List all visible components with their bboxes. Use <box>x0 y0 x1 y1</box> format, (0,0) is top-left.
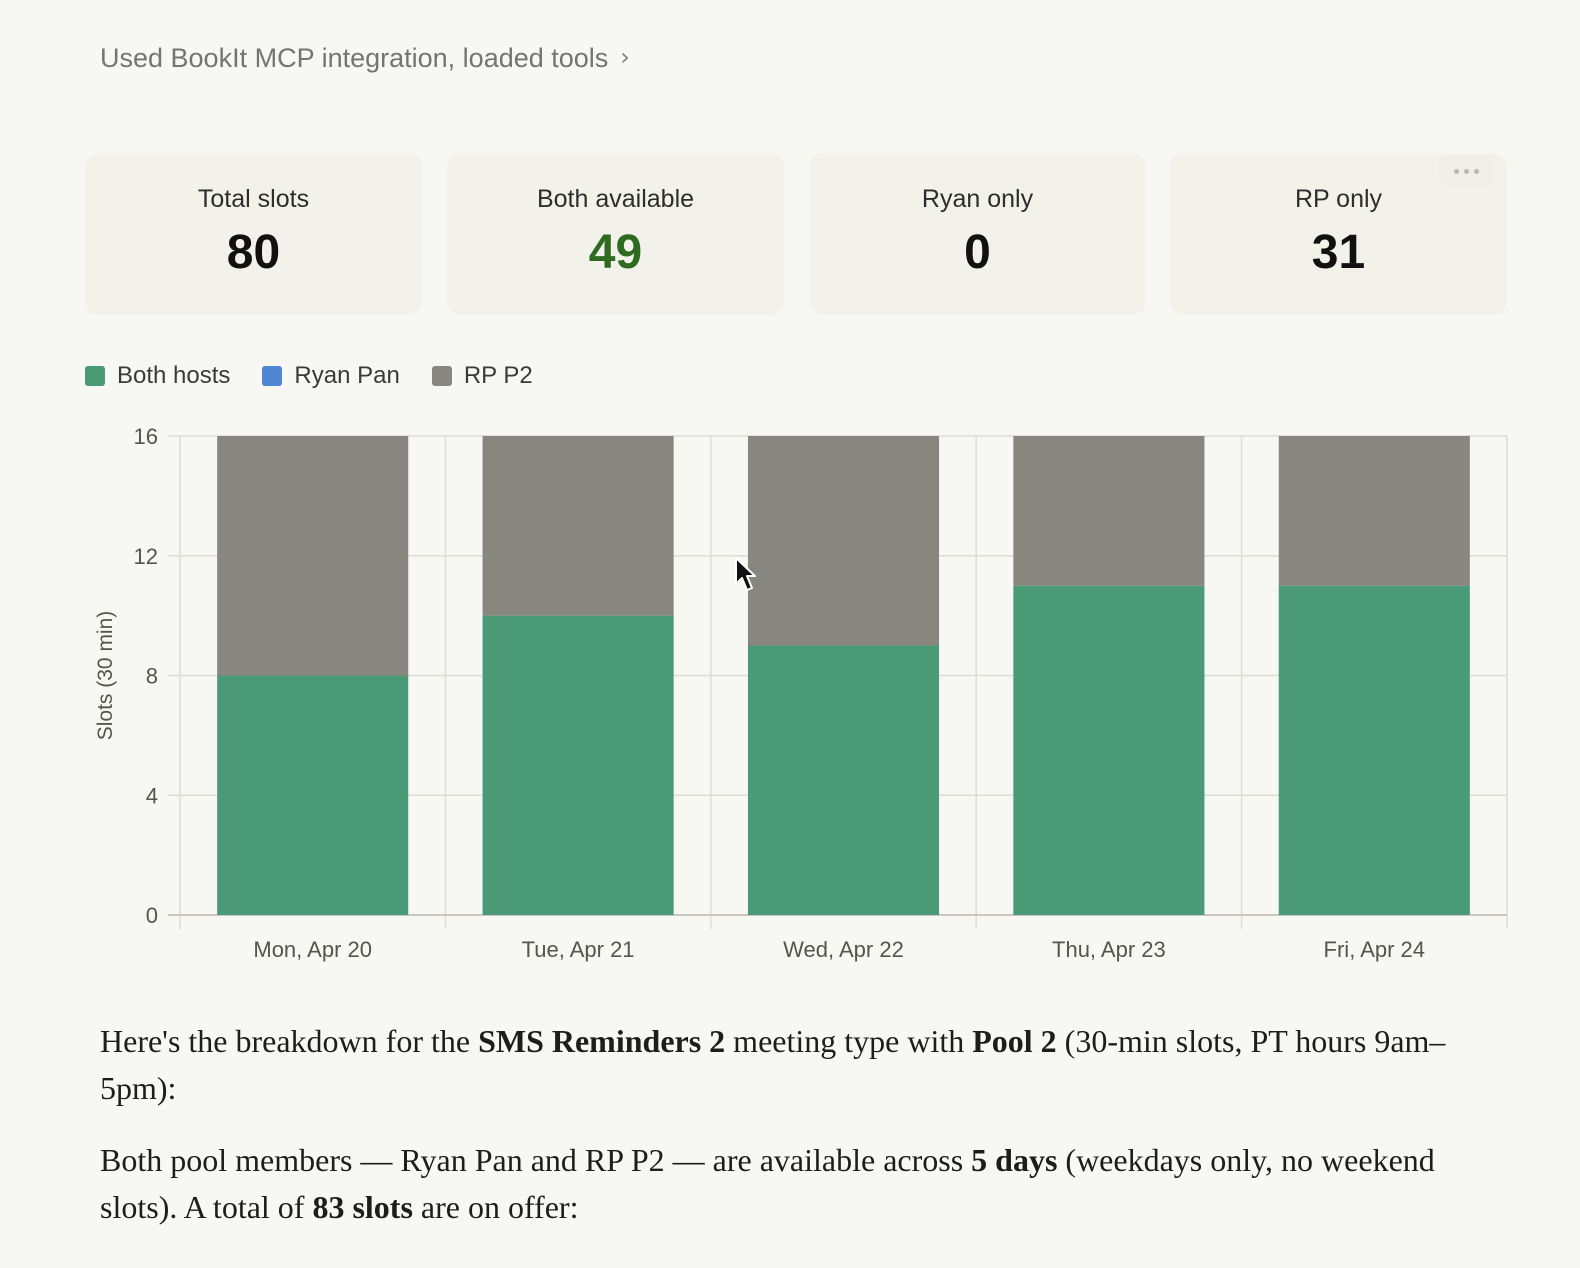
text-run: Both pool members — Ryan Pan and RP P2 —… <box>100 1142 972 1178</box>
x-tick-label: Fri, Apr 24 <box>1324 937 1425 962</box>
tool-call-label: Used BookIt MCP integration, loaded tool… <box>100 42 609 73</box>
stacked-bar-chart: 0 4 8 12 16 Mon, Apr 20 Tue, Apr 21 Wed, Apr 22… <box>94 424 1508 962</box>
bar-segment-rp-p2 <box>1013 436 1205 586</box>
bar-segment-both-hosts <box>747 645 940 915</box>
x-tick-label: Thu, Apr 23 <box>1052 937 1166 962</box>
bold-text-run: SMS Reminders 2 <box>478 1023 726 1059</box>
legend-item-both-hosts[interactable]: Both hosts <box>85 362 230 390</box>
text-run: (30-min slots, PT hours 9am–5pm): <box>100 1023 1446 1106</box>
more-horizontal-icon <box>1463 168 1469 174</box>
legend-swatch <box>85 366 105 386</box>
bar-segment-both-hosts <box>1278 585 1470 915</box>
stat-card-rp-only: RP only 31 <box>1170 153 1507 315</box>
response-paragraph: Here's the breakdown for the SMS Reminde… <box>100 1018 1480 1112</box>
stat-card-ryan-only: Ryan only 0 <box>809 153 1146 315</box>
x-tick-label: Tue, Apr 21 <box>522 937 635 962</box>
tool-call-disclosure[interactable]: Used BookIt MCP integration, loaded tool… <box>100 38 630 78</box>
legend-swatch <box>431 366 452 386</box>
y-tick-label: 8 <box>146 664 158 689</box>
more-options-button[interactable] <box>1439 155 1493 187</box>
more-horizontal-icon <box>1453 168 1459 174</box>
bold-text-run: 5 days <box>971 1142 1058 1178</box>
stat-label: Ryan only <box>921 185 1034 213</box>
bar-segment-rp-p2 <box>1278 436 1470 586</box>
stat-card-total-slots: Total slots 80 <box>85 153 422 315</box>
y-tick-label: 4 <box>146 783 158 808</box>
bar-segment-both-hosts <box>482 615 674 915</box>
text-run: (weekdays only, no weekend slots). A tot… <box>100 1142 1435 1225</box>
bar-segment-both-hosts <box>1013 585 1205 915</box>
text-run: Here's the breakdown for the <box>100 1023 479 1059</box>
stat-value: 80 <box>226 226 281 279</box>
y-tick-label: 16 <box>134 424 158 449</box>
stat-value: 31 <box>1311 226 1366 279</box>
text-run: are on offer: <box>412 1189 579 1225</box>
y-tick-label: 12 <box>134 544 158 569</box>
legend-item-rp-p2[interactable]: RP P2 <box>431 362 533 390</box>
x-tick-label: Mon, Apr 20 <box>253 937 372 962</box>
bar-segment-rp-p2 <box>217 436 409 676</box>
chevron-right-icon: › <box>620 43 630 71</box>
legend-label: Ryan Pan <box>294 362 400 389</box>
bold-text-run: 83 slots <box>312 1189 413 1225</box>
text-run: meeting type with <box>725 1023 973 1059</box>
stat-value: 49 <box>588 226 643 279</box>
x-tick-label: Wed, Apr 22 <box>783 937 904 962</box>
mouse-cursor-icon <box>735 557 756 591</box>
bold-text-run: Pool 2 <box>972 1023 1057 1059</box>
y-axis-label: Slots (30 min) <box>94 611 117 741</box>
bar-segment-both-hosts <box>217 675 409 915</box>
legend-swatch <box>262 366 283 386</box>
response-paragraph: Both pool members — Ryan Pan and RP P2 —… <box>100 1137 1480 1231</box>
stat-label: RP only <box>1294 185 1383 213</box>
bar-segment-rp-p2 <box>482 436 674 616</box>
stat-card-both-available: Both available 49 <box>447 153 784 315</box>
chart-legend: Both hosts Ryan Pan RP P2 <box>85 362 533 390</box>
more-horizontal-icon <box>1473 168 1479 174</box>
stat-label: Total slots <box>197 185 310 213</box>
legend-item-ryan-pan[interactable]: Ryan Pan <box>262 362 400 390</box>
legend-label: Both hosts <box>117 362 231 389</box>
stat-value: 0 <box>964 226 991 279</box>
bar-segment-rp-p2 <box>747 436 940 646</box>
stat-label: Both available <box>536 185 695 213</box>
legend-label: RP P2 <box>463 362 533 389</box>
y-tick-label: 0 <box>146 903 158 928</box>
